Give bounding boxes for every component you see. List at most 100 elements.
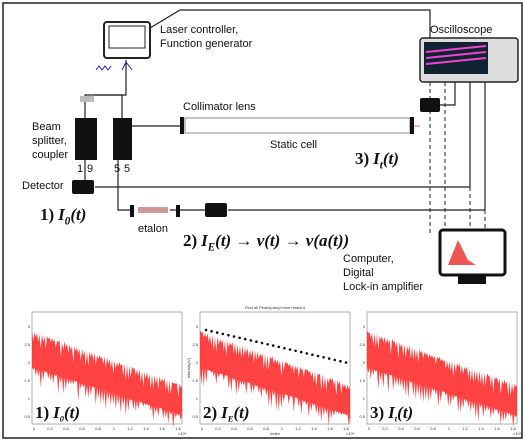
laser-label: Laser controller, bbox=[160, 24, 238, 36]
y-tick-label: 1.5 bbox=[359, 378, 365, 383]
signal-arg: (t) bbox=[70, 205, 86, 224]
peak-dot bbox=[283, 347, 286, 350]
peak-dot bbox=[322, 356, 325, 359]
x-tick-label: 0.8 bbox=[95, 426, 101, 431]
y-tick-label: 2 bbox=[196, 360, 199, 365]
plot-panel: 2)IE(t) bbox=[200, 312, 350, 426]
detector-label: Detector bbox=[22, 180, 64, 192]
signal-prefix: 2) bbox=[183, 231, 197, 250]
signal-arg: (t) bbox=[64, 403, 80, 422]
signal-prefix: 1) bbox=[35, 403, 49, 422]
peak-dot bbox=[233, 335, 236, 338]
signal-arg: (t) bbox=[233, 403, 249, 422]
axis-multiplier: ×10⁴ bbox=[513, 431, 522, 436]
laser-screen bbox=[109, 26, 145, 48]
x-axis-label: index bbox=[270, 431, 280, 436]
signal-prefix: 2) bbox=[203, 403, 217, 422]
peak-dot bbox=[272, 344, 275, 347]
x-tick-label: 0.6 bbox=[79, 426, 85, 431]
splitter-label: Beam bbox=[32, 121, 61, 133]
signal-label: 3)It(t) bbox=[355, 149, 399, 171]
signal-arg: (t) bbox=[383, 149, 399, 168]
y-tick-label: 2.5 bbox=[359, 342, 365, 347]
collimator-label: Collimator lens bbox=[183, 101, 256, 113]
peak-dot bbox=[300, 351, 303, 354]
y-tick-label: 0.5 bbox=[24, 414, 30, 419]
computer-label: Computer, bbox=[343, 253, 394, 265]
port-label: 5 bbox=[114, 163, 120, 175]
x-tick-label: 1.4 bbox=[478, 426, 484, 431]
peak-dot bbox=[205, 329, 208, 332]
y-tick-label: 1.5 bbox=[24, 378, 30, 383]
peak-dot bbox=[250, 339, 253, 342]
y-tick-label: 2.5 bbox=[24, 342, 30, 347]
splitter-2 bbox=[113, 118, 132, 160]
signal-label: 1)I0(t) bbox=[35, 403, 80, 423]
x-tick-label: 0.8 bbox=[263, 426, 269, 431]
cell-label: Static cell bbox=[270, 139, 317, 151]
x-tick-label: 1.6 bbox=[327, 426, 333, 431]
lens bbox=[180, 117, 184, 134]
x-tick-label: 1.2 bbox=[127, 426, 133, 431]
peak-dot bbox=[278, 346, 281, 349]
x-tick-label: 0.2 bbox=[382, 426, 388, 431]
x-tick-label: 1.2 bbox=[462, 426, 468, 431]
ramp-icon bbox=[122, 62, 132, 70]
signal-sub: E bbox=[207, 241, 215, 253]
x-tick-label: 1.6 bbox=[159, 426, 165, 431]
port-label: 9 bbox=[87, 163, 93, 175]
peak-dot bbox=[216, 331, 219, 334]
signal-label: 3)It(t) bbox=[370, 403, 413, 423]
y-tick-label: 2 bbox=[28, 360, 31, 365]
plot-panel: 3)It(t) bbox=[367, 312, 517, 427]
peak-dot bbox=[345, 361, 348, 364]
static-cell bbox=[185, 118, 410, 133]
peak-dot bbox=[328, 357, 331, 360]
peak-dot bbox=[210, 330, 213, 333]
x-tick-label: 1.4 bbox=[143, 426, 149, 431]
etalon-mirror bbox=[176, 205, 180, 217]
y-tick-label: 3 bbox=[28, 324, 31, 329]
y-tick-label: 1.5 bbox=[192, 378, 198, 383]
peak-dot bbox=[238, 337, 241, 340]
y-tick-label: 2.5 bbox=[192, 342, 198, 347]
peak-dot bbox=[244, 338, 247, 341]
x-tick-label: 1.6 bbox=[494, 426, 500, 431]
signal-arg: (t) bbox=[397, 403, 413, 422]
splitter-label: coupler bbox=[32, 149, 68, 161]
peak-dot bbox=[294, 350, 297, 353]
x-tick-label: 0 bbox=[368, 426, 371, 431]
x-tick-label: 0.6 bbox=[414, 426, 420, 431]
plot-panel: 1)I0(t) bbox=[32, 312, 182, 428]
x-tick-label: 0 bbox=[33, 426, 36, 431]
signal-label: 2)IE(t) → ν(t) → ν(a(t)) bbox=[183, 231, 349, 253]
computer-stand bbox=[458, 276, 486, 284]
splitter-1 bbox=[75, 118, 97, 160]
y-tick-label: 1 bbox=[363, 396, 366, 401]
x-tick-label: 0.6 bbox=[247, 426, 253, 431]
x-tick-label: 1.2 bbox=[295, 426, 301, 431]
x-tick-label: 0 bbox=[201, 426, 204, 431]
signal-prefix: 3) bbox=[355, 149, 369, 168]
oscilloscope-label: Oscilloscope bbox=[430, 24, 492, 36]
y-tick-label: 3 bbox=[196, 324, 199, 329]
etalon-mirror bbox=[130, 205, 134, 217]
axis-multiplier: ×10⁴ bbox=[178, 431, 187, 436]
splitter-label: splitter, bbox=[32, 135, 67, 147]
signal-arg: (t) → ν(t) → ν(a(t)) bbox=[215, 231, 349, 250]
diagram: Laser controller,Function generatorOscil… bbox=[0, 0, 525, 441]
axis-multiplier: ×10⁴ bbox=[346, 431, 355, 436]
port-label: 1 bbox=[77, 163, 83, 175]
x-tick-label: 1 bbox=[281, 426, 284, 431]
peak-dot bbox=[311, 353, 314, 356]
y-tick-label: 3 bbox=[363, 324, 366, 329]
x-tick-label: 0.4 bbox=[398, 426, 404, 431]
peak-dot bbox=[255, 340, 258, 343]
x-tick-label: 0.2 bbox=[47, 426, 53, 431]
y-tick-label: 1 bbox=[28, 396, 31, 401]
peak-dot bbox=[227, 334, 230, 337]
y-tick-label: 0.5 bbox=[192, 414, 198, 419]
etalon-body bbox=[138, 207, 168, 213]
port-label: 5 bbox=[124, 163, 130, 175]
sine-icon bbox=[96, 66, 111, 70]
